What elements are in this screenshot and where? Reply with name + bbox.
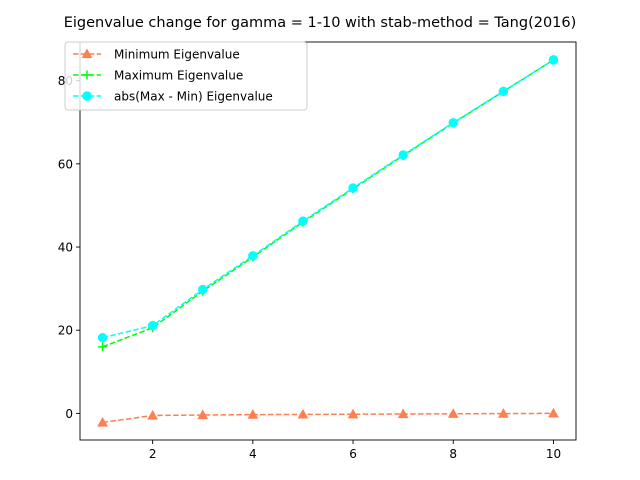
series-3-point (97, 332, 108, 343)
series-3-point (248, 251, 258, 261)
series-3-point (498, 86, 509, 96)
series-line-1 (102, 412, 554, 424)
series-1-point (347, 408, 359, 419)
plot-area (97, 55, 559, 427)
series-1-point (197, 409, 209, 420)
legend-box (64, 41, 308, 111)
legend-label-3: abs(Max - Min) Eigenvalue (114, 90, 273, 104)
y-tick-label: 20 (58, 324, 73, 338)
series-3-point (348, 183, 358, 193)
legend-label-2: Maximum Eigenvalue (114, 69, 243, 83)
x-tick-label: 8 (449, 447, 457, 461)
x-tick-label: 4 (249, 447, 257, 461)
series-1-point (247, 409, 259, 419)
series-1-point (548, 407, 559, 418)
series-1-point (447, 408, 459, 418)
y-tick-label: 40 (58, 241, 73, 255)
chart-title: Eigenvalue change for gamma = 1-10 with … (64, 15, 577, 31)
axes-frame (79, 41, 577, 441)
legend-marker-3 (82, 91, 92, 101)
series-1-point (147, 409, 158, 420)
legend: Minimum Eigenvalue Maximum Eigenvalue abs(… (64, 41, 308, 111)
series-line-3 (102, 59, 554, 339)
legend-marker-1 (81, 48, 93, 59)
x-tick-label: 6 (349, 447, 357, 461)
series-3-point (448, 117, 458, 128)
legend-label-1: Minimum Eigenvalue (114, 48, 240, 62)
axes: 246810020406080 (58, 41, 577, 461)
legend-marker-2 (82, 70, 92, 80)
series-3-point (147, 320, 158, 331)
series-1-point (397, 408, 409, 419)
y-tick-label: 0 (65, 407, 73, 421)
series-3-point (548, 55, 559, 65)
x-tick-label: 10 (546, 447, 561, 461)
series-1-point (297, 408, 309, 419)
series-1-point (498, 408, 509, 418)
y-tick-label: 60 (58, 157, 73, 171)
series-3-point (398, 150, 408, 160)
series-1-point (97, 417, 108, 427)
x-tick-label: 2 (149, 447, 157, 461)
series-3-point (198, 284, 208, 295)
series-3-point (298, 216, 308, 226)
series-2-point (98, 342, 108, 352)
